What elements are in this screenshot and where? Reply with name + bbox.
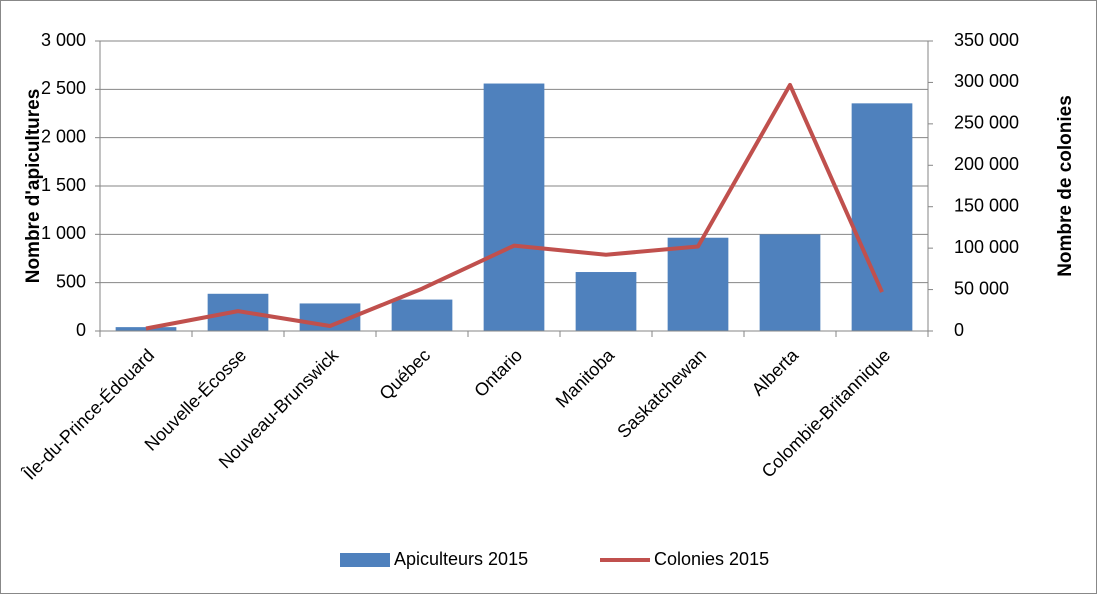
yticks-label: 2 000 — [41, 126, 86, 146]
y2ticks-label: 0 — [954, 320, 964, 340]
y2ticks-label: 250 000 — [954, 113, 1019, 133]
bar — [483, 83, 545, 332]
line — [145, 82, 884, 331]
bar — [759, 234, 821, 331]
legend-label: Apiculteurs 2015 — [394, 549, 528, 569]
legend-swatch — [340, 553, 390, 567]
yticks-label: 0 — [76, 320, 86, 340]
bar — [115, 327, 177, 331]
y2ticks-label: 50 000 — [954, 278, 1009, 298]
yticks-label: 1 000 — [41, 223, 86, 243]
bar — [851, 103, 913, 331]
legend-label: Colonies 2015 — [654, 549, 769, 569]
yticks-label: 3 000 — [41, 30, 86, 50]
bar — [575, 272, 637, 331]
y2ticks-label: 350 000 — [954, 30, 1019, 50]
yticks-label: 500 — [56, 271, 86, 291]
yticks-label: 2 500 — [41, 78, 86, 98]
y2ticks-label: 100 000 — [954, 237, 1019, 257]
y-axis-label: Nombre d'apicultures — [23, 89, 44, 284]
y2ticks-label: 300 000 — [954, 71, 1019, 91]
bar — [391, 299, 453, 331]
bar — [667, 237, 729, 331]
yticks-label: 1 500 — [41, 175, 86, 195]
y2ticks-label: 150 000 — [954, 195, 1019, 215]
y2ticks-label: 200 000 — [954, 154, 1019, 174]
y2-axis-label: Nombre de colonies — [1055, 95, 1076, 277]
